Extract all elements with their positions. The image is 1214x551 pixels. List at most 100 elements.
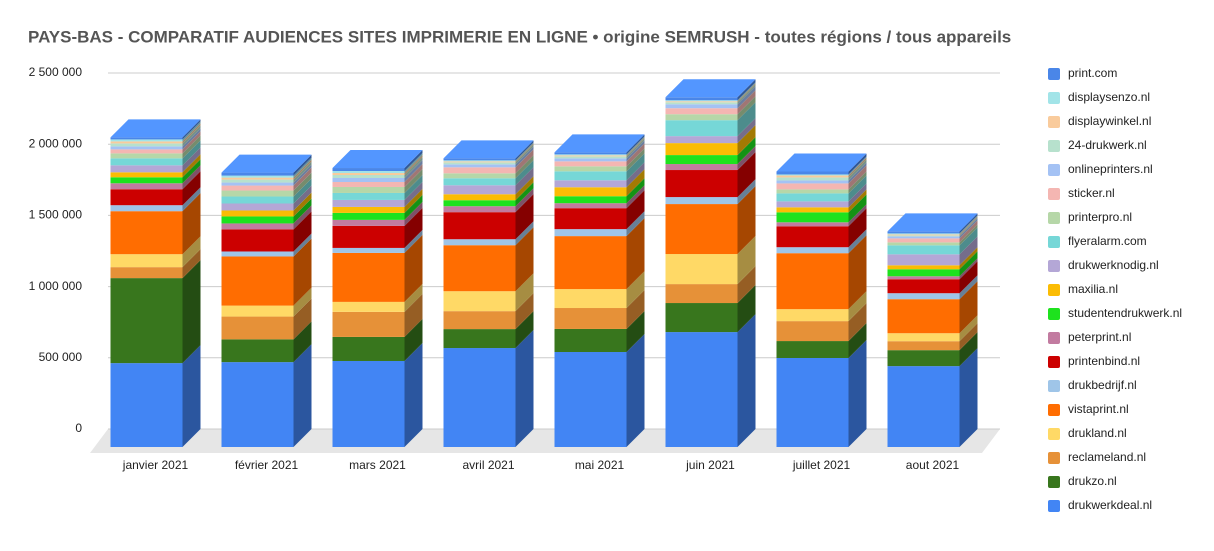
bar-top: [443, 140, 534, 159]
x-tick-label: janvier 2021: [122, 458, 189, 472]
bar-side: [293, 287, 312, 317]
bar-side: [182, 249, 201, 279]
bar-segment: [221, 185, 294, 191]
bar-side: [959, 213, 978, 234]
legend-label: print.com: [1068, 66, 1117, 80]
bar-side: [293, 178, 312, 204]
bar-segment: [443, 291, 516, 312]
bar-side: [404, 194, 423, 220]
bar-side: [626, 153, 645, 181]
legend-label: 24-drukwerk.nl: [1068, 138, 1147, 152]
x-tick-label: février 2021: [235, 458, 299, 472]
bar-segment: [554, 171, 627, 181]
bar-side: [293, 164, 312, 186]
bar-segment: [332, 212, 405, 220]
bar-side: [959, 227, 978, 255]
bar-side: [515, 144, 534, 165]
bar-side: [293, 344, 312, 447]
bar-side: [959, 216, 978, 236]
bar-side: [182, 345, 201, 447]
bar-segment: [110, 363, 183, 447]
bar-segment: [887, 350, 960, 367]
bar-segment: [110, 165, 183, 173]
bar-side: [737, 152, 756, 198]
bar-side: [182, 236, 201, 268]
bar-side: [293, 172, 312, 197]
bar-side: [737, 96, 756, 121]
legend-label: peterprint.nl: [1068, 330, 1131, 344]
bar-segment: [776, 189, 849, 194]
bar-segment: [332, 181, 405, 187]
bar-segment: [221, 182, 294, 186]
bar-segment: [665, 97, 738, 101]
bar-segment: [110, 189, 183, 206]
bar-side: [293, 161, 312, 183]
bar-side: [959, 261, 978, 294]
x-tick-label: mai 2021: [575, 458, 625, 472]
bar-top: [887, 213, 978, 232]
bar-segment: [443, 162, 516, 165]
bar-segment: [887, 293, 960, 300]
bar-segment: [443, 158, 516, 161]
y-tick-label: 1 500 000: [29, 208, 83, 222]
bar-segment: [332, 252, 405, 302]
legend-swatch: [1048, 308, 1060, 320]
bar-segment: [554, 203, 627, 209]
bar-side: [182, 147, 201, 173]
bar-segment: [887, 254, 960, 266]
bar-segment: [443, 161, 516, 163]
bar-side: [848, 235, 867, 310]
bar-side: [404, 188, 423, 213]
bar-side: [515, 194, 534, 240]
bar-side: [515, 176, 534, 201]
bar-top: [110, 119, 201, 138]
bar-segment: [554, 154, 627, 156]
bar-segment: [110, 141, 183, 144]
legend-swatch: [1048, 212, 1060, 224]
bar-top: [221, 154, 312, 173]
bar-segment: [110, 183, 183, 190]
bar-side: [848, 162, 867, 184]
bar-segment: [443, 160, 516, 162]
bar-side: [515, 160, 534, 186]
bar-segment: [665, 164, 738, 171]
bar-segment: [221, 177, 294, 180]
bar-side: [626, 138, 645, 159]
legend-swatch: [1048, 380, 1060, 392]
bar-side: [404, 318, 423, 361]
bar-side: [293, 154, 312, 176]
bar-side: [848, 204, 867, 227]
bar-segment: [221, 251, 294, 257]
bar-side: [515, 311, 534, 349]
bar-side: [626, 136, 645, 156]
bar-side: [737, 186, 756, 255]
bar-segment: [110, 278, 183, 364]
bar-segment: [665, 143, 738, 156]
bar-side: [182, 125, 201, 147]
legend-label: drukwerknodig.nl: [1068, 258, 1159, 272]
bar-segment: [554, 166, 627, 172]
bar-segment: [332, 171, 405, 174]
bar-side: [515, 140, 534, 161]
bar-side: [737, 84, 756, 105]
bar-segment: [665, 332, 738, 447]
bar-side: [182, 159, 201, 184]
legend-label: displaywinkel.nl: [1068, 114, 1151, 128]
legend-swatch: [1048, 356, 1060, 368]
bar-side: [293, 192, 312, 217]
bar-side: [959, 258, 978, 280]
bar-segment: [776, 201, 849, 208]
bar-side: [626, 290, 645, 329]
bar-segment: [110, 211, 183, 255]
bar-segment: [332, 225, 405, 248]
bar-side: [515, 149, 534, 174]
bar-segment: [665, 102, 738, 105]
bar-segment: [332, 175, 405, 179]
bar-segment: [665, 254, 738, 285]
bar-side: [848, 165, 867, 190]
y-tick-label: 0: [75, 421, 82, 435]
bar-segment: [332, 311, 405, 337]
bar-side: [404, 283, 423, 312]
bar-segment: [776, 177, 849, 181]
y-tick-label: 1 000 000: [29, 279, 83, 293]
